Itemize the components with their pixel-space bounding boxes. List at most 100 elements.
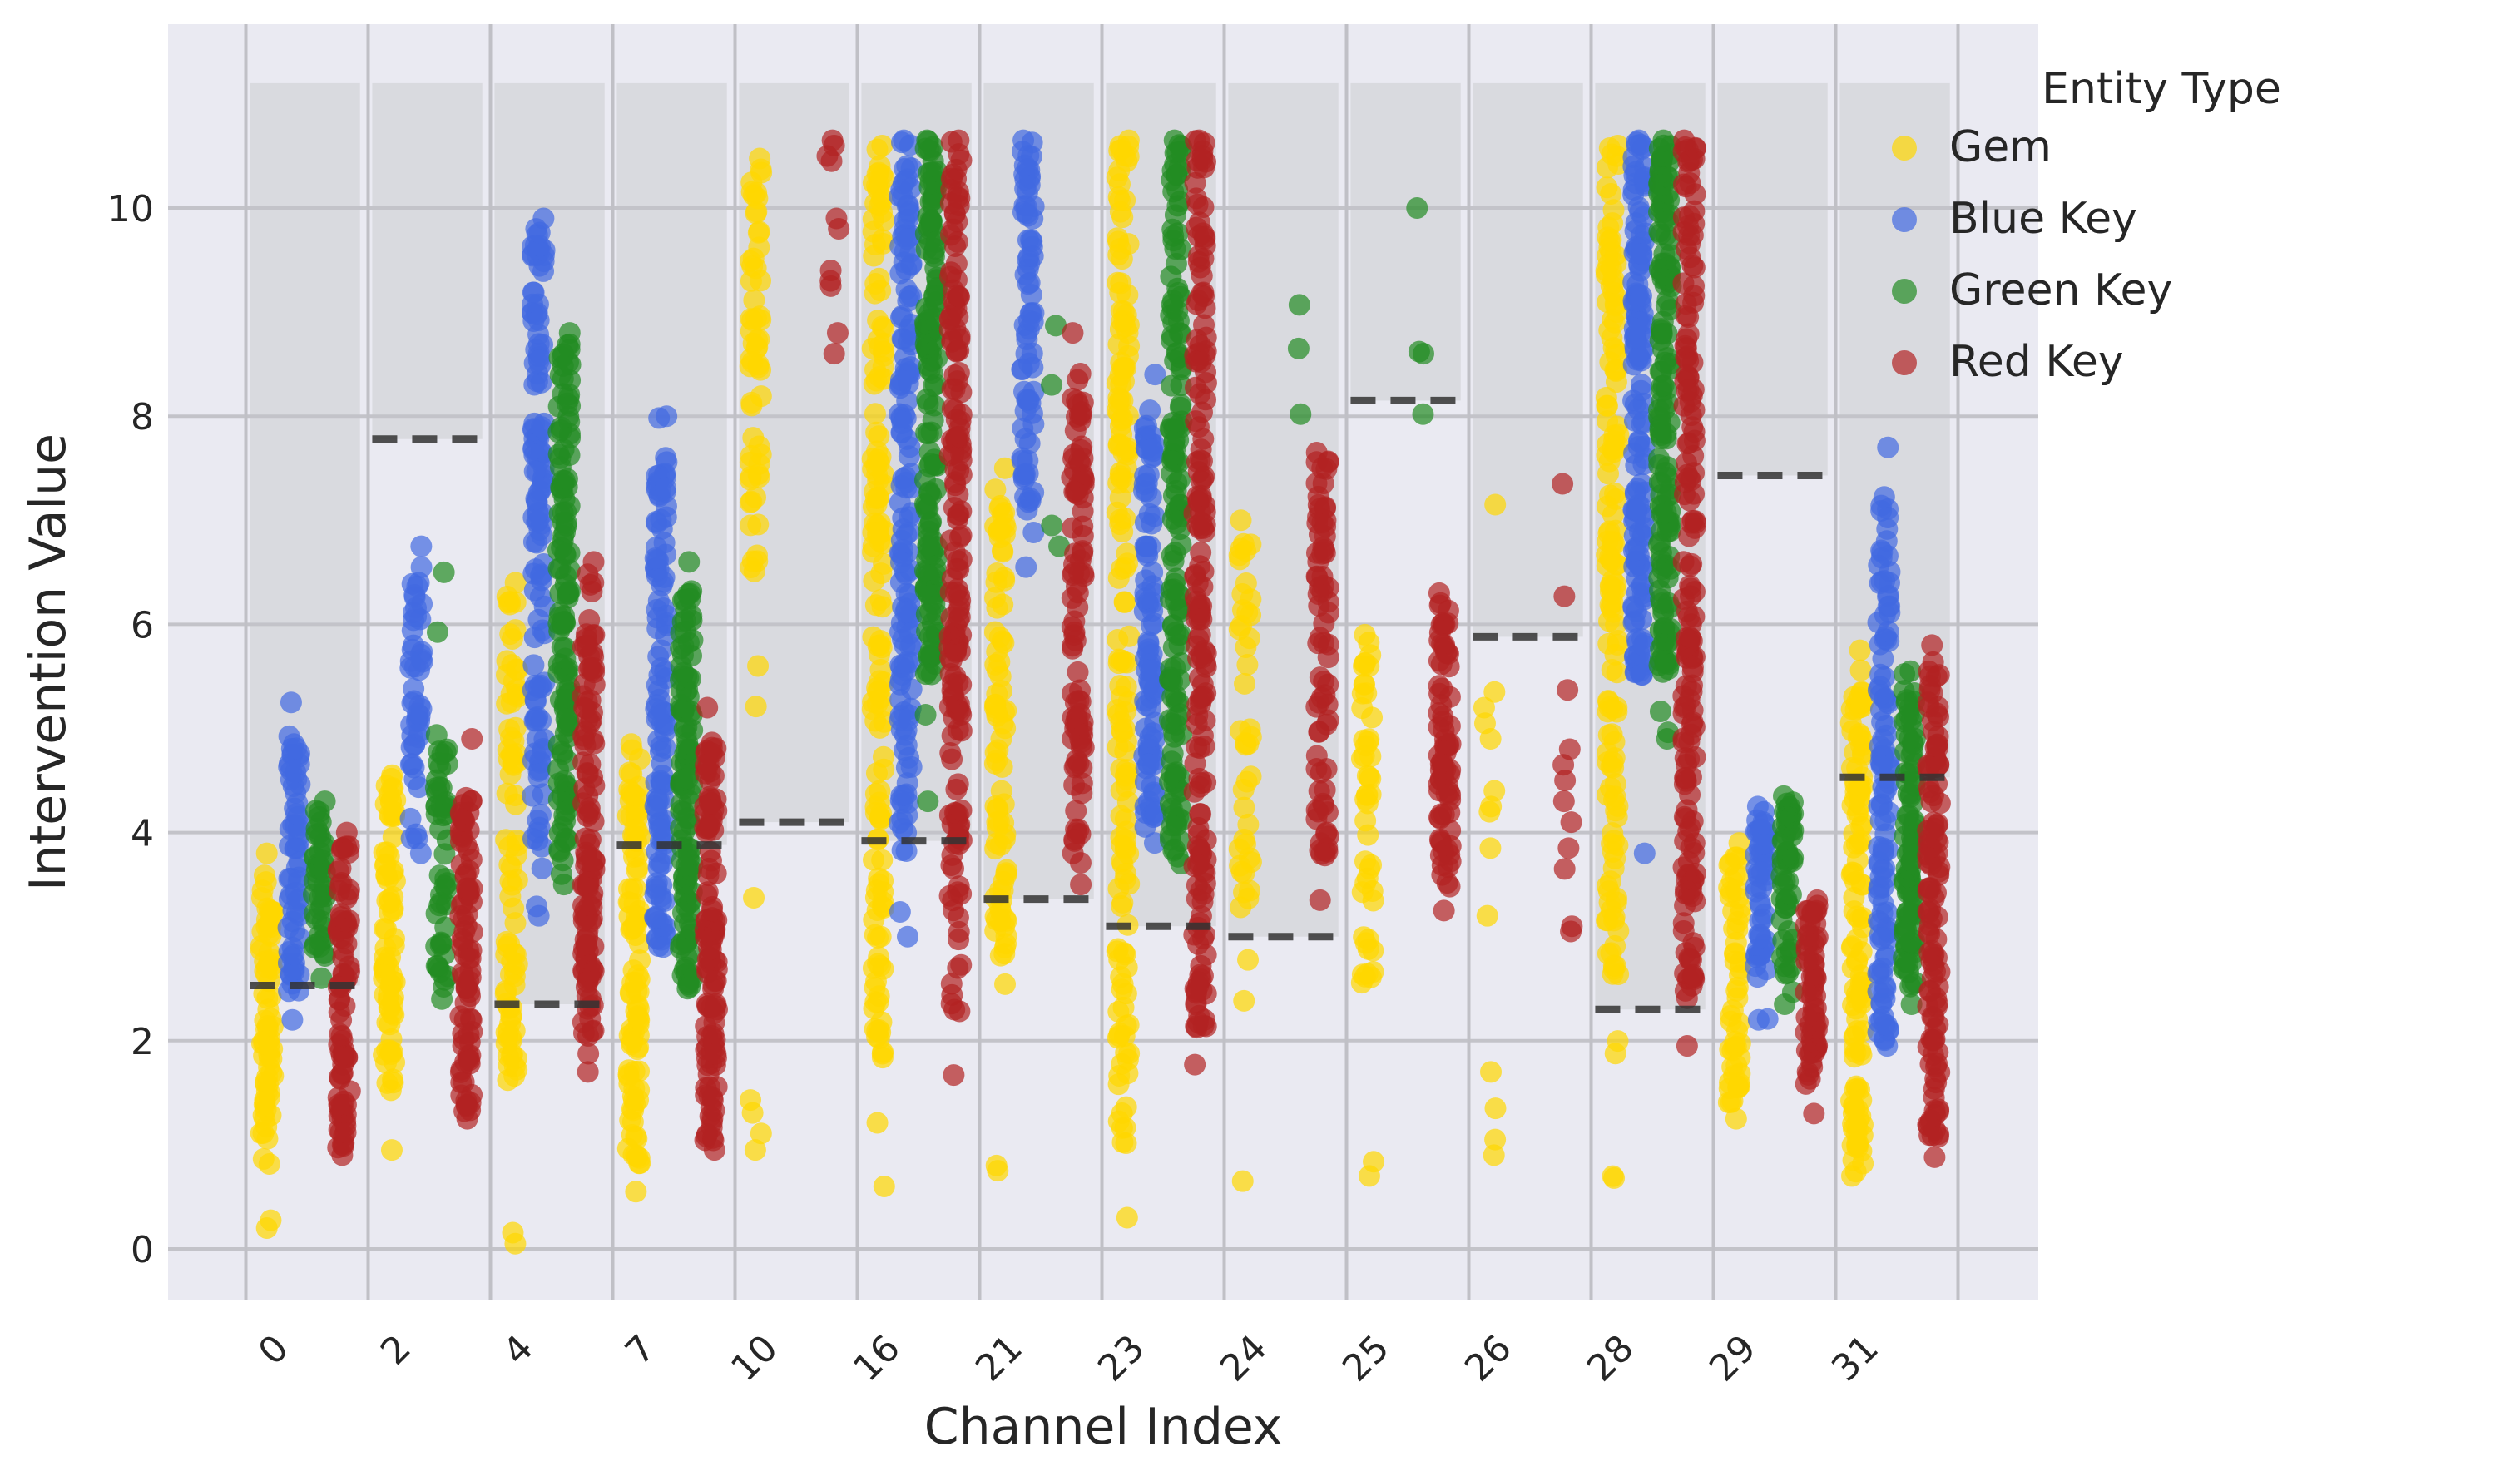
data-point xyxy=(627,1089,650,1112)
data-point xyxy=(1233,796,1255,819)
data-point xyxy=(1160,657,1182,680)
data-point xyxy=(1359,783,1382,805)
data-point xyxy=(1851,812,1874,835)
data-point xyxy=(433,561,455,583)
data-point xyxy=(550,476,572,498)
data-point xyxy=(1437,733,1459,755)
data-point xyxy=(1134,465,1156,488)
data-point xyxy=(869,530,891,552)
data-point xyxy=(1234,672,1256,695)
data-point xyxy=(380,1028,403,1050)
data-point xyxy=(461,728,483,750)
data-point xyxy=(873,332,895,354)
data-point xyxy=(1022,522,1045,544)
data-point xyxy=(1726,987,1749,1009)
data-point xyxy=(1923,1146,1946,1168)
data-point xyxy=(987,1160,1009,1182)
data-point xyxy=(1557,679,1579,701)
data-point xyxy=(1163,129,1186,151)
data-point xyxy=(870,191,893,214)
data-point xyxy=(329,857,352,879)
data-point xyxy=(675,724,697,746)
data-point xyxy=(1674,767,1696,790)
data-point xyxy=(947,773,969,795)
data-point xyxy=(425,724,448,746)
data-point xyxy=(1683,421,1706,443)
legend-title: Entity Type xyxy=(2042,64,2281,114)
data-point xyxy=(572,874,594,896)
data-point xyxy=(942,218,964,240)
data-point xyxy=(1677,820,1700,843)
data-point xyxy=(1848,722,1870,745)
data-point xyxy=(1484,493,1507,516)
data-point xyxy=(335,821,358,844)
data-point xyxy=(1872,647,1894,670)
x-axis-label: Channel Index xyxy=(924,1398,1283,1456)
data-point xyxy=(1675,364,1697,386)
data-point xyxy=(948,584,971,607)
data-point xyxy=(285,737,308,760)
data-point xyxy=(1849,639,1871,661)
data-point xyxy=(382,1072,404,1094)
data-point xyxy=(1871,927,1894,949)
data-point xyxy=(495,979,517,1002)
data-point xyxy=(706,998,728,1021)
data-point xyxy=(699,946,721,968)
y-axis-label: Intervention Value xyxy=(19,433,77,891)
data-point xyxy=(380,1139,403,1161)
data-point xyxy=(1851,992,1874,1014)
data-point xyxy=(281,1008,304,1031)
data-point xyxy=(548,606,571,628)
data-point xyxy=(1628,521,1651,543)
data-point xyxy=(378,845,400,868)
data-point xyxy=(1625,161,1647,183)
data-point xyxy=(1141,438,1163,461)
data-point xyxy=(1309,627,1331,649)
data-point xyxy=(1625,498,1647,521)
data-point xyxy=(1918,923,1941,945)
data-point xyxy=(1308,721,1330,743)
data-point xyxy=(1921,634,1943,656)
data-point xyxy=(1871,859,1894,881)
data-point xyxy=(750,161,773,184)
data-point xyxy=(309,826,332,849)
data-point xyxy=(1406,197,1428,219)
data-point xyxy=(1355,682,1378,705)
data-point xyxy=(674,742,696,765)
data-point xyxy=(1317,646,1339,669)
legend-label: Green Key xyxy=(1949,265,2172,315)
data-point xyxy=(1361,706,1384,729)
data-point xyxy=(285,803,308,825)
data-point xyxy=(1846,949,1869,971)
data-point xyxy=(1141,561,1164,583)
data-point xyxy=(983,752,1006,775)
data-point xyxy=(1676,1035,1698,1057)
data-point xyxy=(1723,917,1745,939)
data-point xyxy=(579,954,602,977)
data-point xyxy=(670,937,692,959)
data-point xyxy=(1651,374,1673,397)
data-point xyxy=(863,998,885,1020)
data-point xyxy=(1928,664,1950,686)
data-point xyxy=(557,387,580,409)
data-point xyxy=(1627,435,1650,458)
data-point xyxy=(577,805,599,827)
data-point xyxy=(696,696,719,719)
data-point xyxy=(1749,909,1771,932)
data-point xyxy=(1652,129,1675,151)
data-point xyxy=(1651,592,1673,614)
data-point xyxy=(577,785,599,807)
data-point xyxy=(866,676,889,699)
data-point xyxy=(828,218,850,240)
data-point xyxy=(750,1122,772,1145)
data-point xyxy=(522,562,545,585)
data-point xyxy=(505,793,527,815)
data-point xyxy=(431,988,453,1010)
data-point xyxy=(458,1053,481,1075)
data-point xyxy=(1850,681,1873,703)
data-point xyxy=(1354,810,1377,832)
data-point xyxy=(525,488,547,510)
data-point xyxy=(380,963,403,986)
data-point xyxy=(826,322,849,344)
